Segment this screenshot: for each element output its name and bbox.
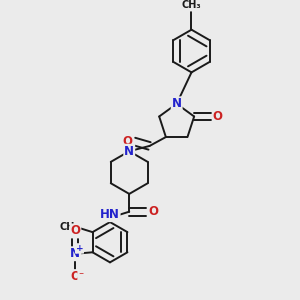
Text: O: O — [148, 205, 158, 218]
Text: O: O — [123, 135, 133, 148]
Text: O: O — [70, 224, 80, 237]
Text: CH₃: CH₃ — [60, 222, 79, 232]
Text: N: N — [172, 97, 182, 110]
Text: N: N — [70, 247, 80, 260]
Text: ⁻: ⁻ — [78, 272, 83, 282]
Text: O: O — [70, 270, 80, 283]
Text: HN: HN — [100, 208, 120, 221]
Text: +: + — [76, 244, 83, 253]
Text: N: N — [124, 145, 134, 158]
Text: CH₃: CH₃ — [182, 0, 201, 11]
Text: O: O — [213, 110, 223, 123]
